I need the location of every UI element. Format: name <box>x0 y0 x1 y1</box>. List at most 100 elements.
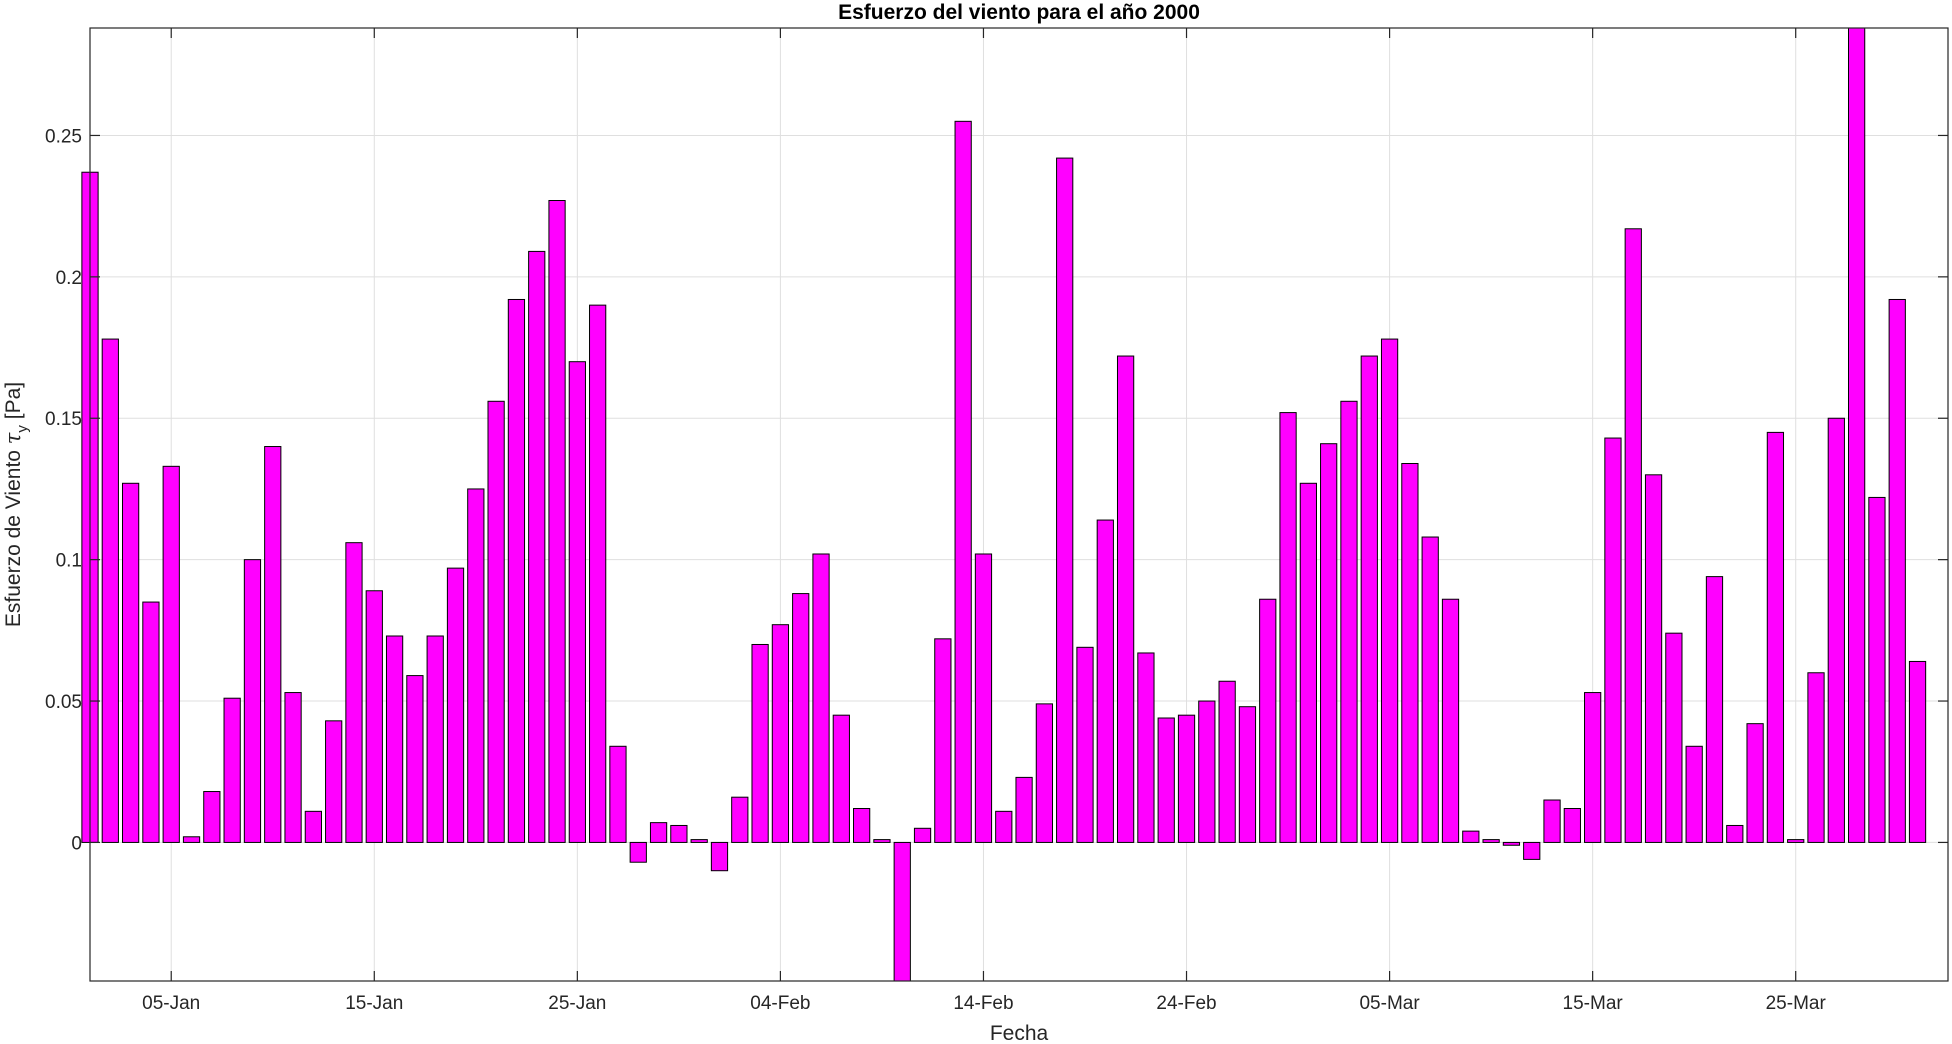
bar <box>162 465 180 843</box>
chart-title: Esfuerzo del viento para el año 2000 <box>838 1 1200 24</box>
bar <box>1584 692 1602 843</box>
bar <box>365 590 383 843</box>
bar <box>1766 431 1785 843</box>
bar <box>264 446 282 843</box>
bar <box>1807 672 1825 843</box>
y-tick-labels: 0 0.05 0.1 0.15 0.2 0.25 <box>45 126 82 854</box>
y-tick-label: 0.25 <box>45 126 82 147</box>
bar <box>1279 412 1297 843</box>
bar <box>1644 474 1663 843</box>
bar <box>1056 157 1074 843</box>
bar <box>487 400 505 843</box>
bar <box>792 593 810 843</box>
bar <box>913 827 932 843</box>
bar <box>1848 27 1866 843</box>
bar <box>121 482 140 843</box>
bar <box>1238 706 1257 843</box>
x-axis-title: Fecha <box>990 1022 1049 1044</box>
bars <box>81 27 1927 982</box>
y-axis-title-subscript: y <box>14 425 31 433</box>
y-tick-label: 0.2 <box>56 268 82 289</box>
bar <box>893 841 911 982</box>
bar <box>1624 228 1642 843</box>
bar <box>548 200 566 843</box>
x-tick-label: 24-Feb <box>1156 993 1216 1014</box>
bar <box>1340 400 1358 843</box>
y-axis-title-unit: [Pa] <box>2 382 25 425</box>
bar <box>1157 717 1175 843</box>
bar <box>446 567 465 843</box>
x-tick-label: 05-Jan <box>142 993 200 1014</box>
bar <box>1523 841 1541 860</box>
bar <box>1116 355 1135 843</box>
bar <box>1908 660 1927 843</box>
bar <box>1360 355 1378 843</box>
bar <box>934 638 952 843</box>
bar <box>243 559 262 843</box>
bar <box>1868 496 1886 843</box>
bar <box>467 488 485 843</box>
bar <box>1685 745 1703 843</box>
bar <box>609 745 627 843</box>
y-tick-label: 0.15 <box>45 409 82 430</box>
bar <box>629 841 647 863</box>
bar <box>426 635 444 843</box>
bar <box>1665 632 1683 843</box>
bar <box>345 542 363 843</box>
bar <box>507 298 526 843</box>
y-tick-label: 0.05 <box>45 692 82 713</box>
bar <box>528 250 546 843</box>
bar <box>1705 576 1724 843</box>
bar <box>1787 839 1805 843</box>
bar <box>1482 839 1500 843</box>
bar <box>1015 776 1033 843</box>
bar <box>954 120 972 843</box>
bar <box>1543 799 1561 843</box>
bar <box>1096 519 1114 843</box>
axis-ticks <box>90 28 1948 981</box>
bar <box>670 824 688 843</box>
x-tick-label: 15-Jan <box>345 993 403 1014</box>
bar <box>1746 723 1764 843</box>
bar <box>1441 598 1460 843</box>
bar <box>1035 703 1054 843</box>
y-axis-title-symbol: τ <box>1 432 25 444</box>
bar <box>1320 443 1338 843</box>
bar <box>1198 700 1216 843</box>
x-tick-labels: 05-Jan 15-Jan 25-Jan 04-Feb 14-Feb 24-Feb 05-M… <box>142 993 1826 1014</box>
bar <box>1888 298 1906 843</box>
bar <box>649 822 668 843</box>
bar <box>1177 714 1196 843</box>
x-tick-label: 25-Jan <box>548 993 606 1014</box>
bar <box>771 624 790 843</box>
bar <box>385 635 404 843</box>
bar <box>1076 646 1094 843</box>
bar <box>853 807 871 843</box>
bar <box>731 796 749 843</box>
bar <box>304 810 322 843</box>
bar <box>974 553 993 843</box>
bar <box>751 643 769 843</box>
bar <box>710 841 729 872</box>
bar <box>1401 462 1419 843</box>
bar <box>1726 824 1744 843</box>
bar <box>223 697 241 843</box>
y-tick-label: 0.1 <box>56 551 82 572</box>
bar <box>284 692 302 843</box>
bar <box>690 839 708 843</box>
bar <box>995 810 1013 843</box>
bar <box>1462 830 1480 843</box>
bar <box>812 553 830 843</box>
x-tick-label: 04-Feb <box>750 993 810 1014</box>
x-tick-label: 14-Feb <box>953 993 1013 1014</box>
bar <box>568 361 586 843</box>
bar <box>406 675 424 843</box>
bar <box>1827 417 1845 843</box>
x-tick-label: 05-Mar <box>1359 993 1420 1014</box>
bar <box>1604 437 1622 843</box>
bar <box>1421 536 1439 843</box>
x-tick-label: 25-Mar <box>1766 993 1827 1014</box>
bar <box>101 338 119 843</box>
